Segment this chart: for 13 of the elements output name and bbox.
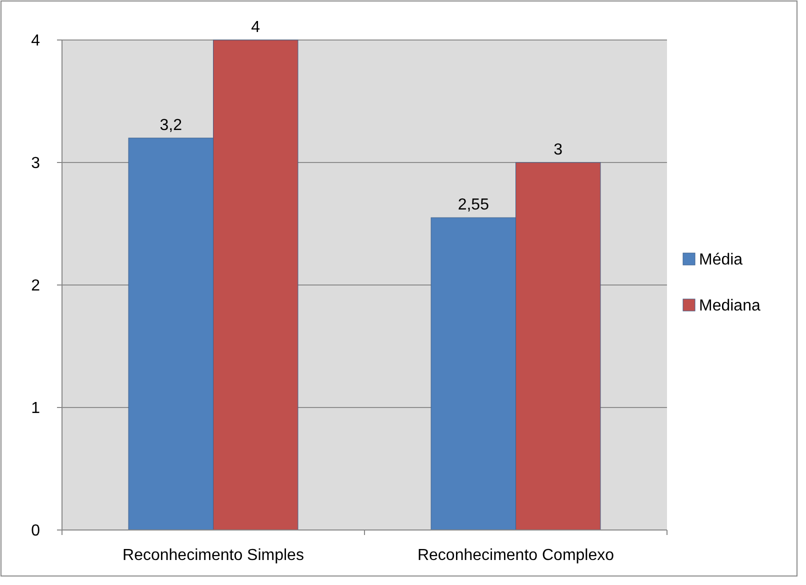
data-label: 4 <box>251 19 260 36</box>
x-tick-label: Reconhecimento Simples <box>122 547 304 564</box>
y-tick-label: 3 <box>31 155 40 172</box>
legend-label: Média <box>699 252 743 269</box>
x-tick-label: Reconhecimento Complexo <box>417 547 614 564</box>
y-tick-label: 0 <box>31 522 40 540</box>
y-tick-label: 1 <box>31 400 40 418</box>
legend-label: Mediana <box>699 298 760 315</box>
y-tick-label: 4 <box>31 32 40 50</box>
data-label: 2,55 <box>458 196 490 214</box>
data-label: 3 <box>554 142 563 158</box>
data-label: 3,2 <box>160 117 182 134</box>
y-tick-label: 2 <box>31 278 40 295</box>
